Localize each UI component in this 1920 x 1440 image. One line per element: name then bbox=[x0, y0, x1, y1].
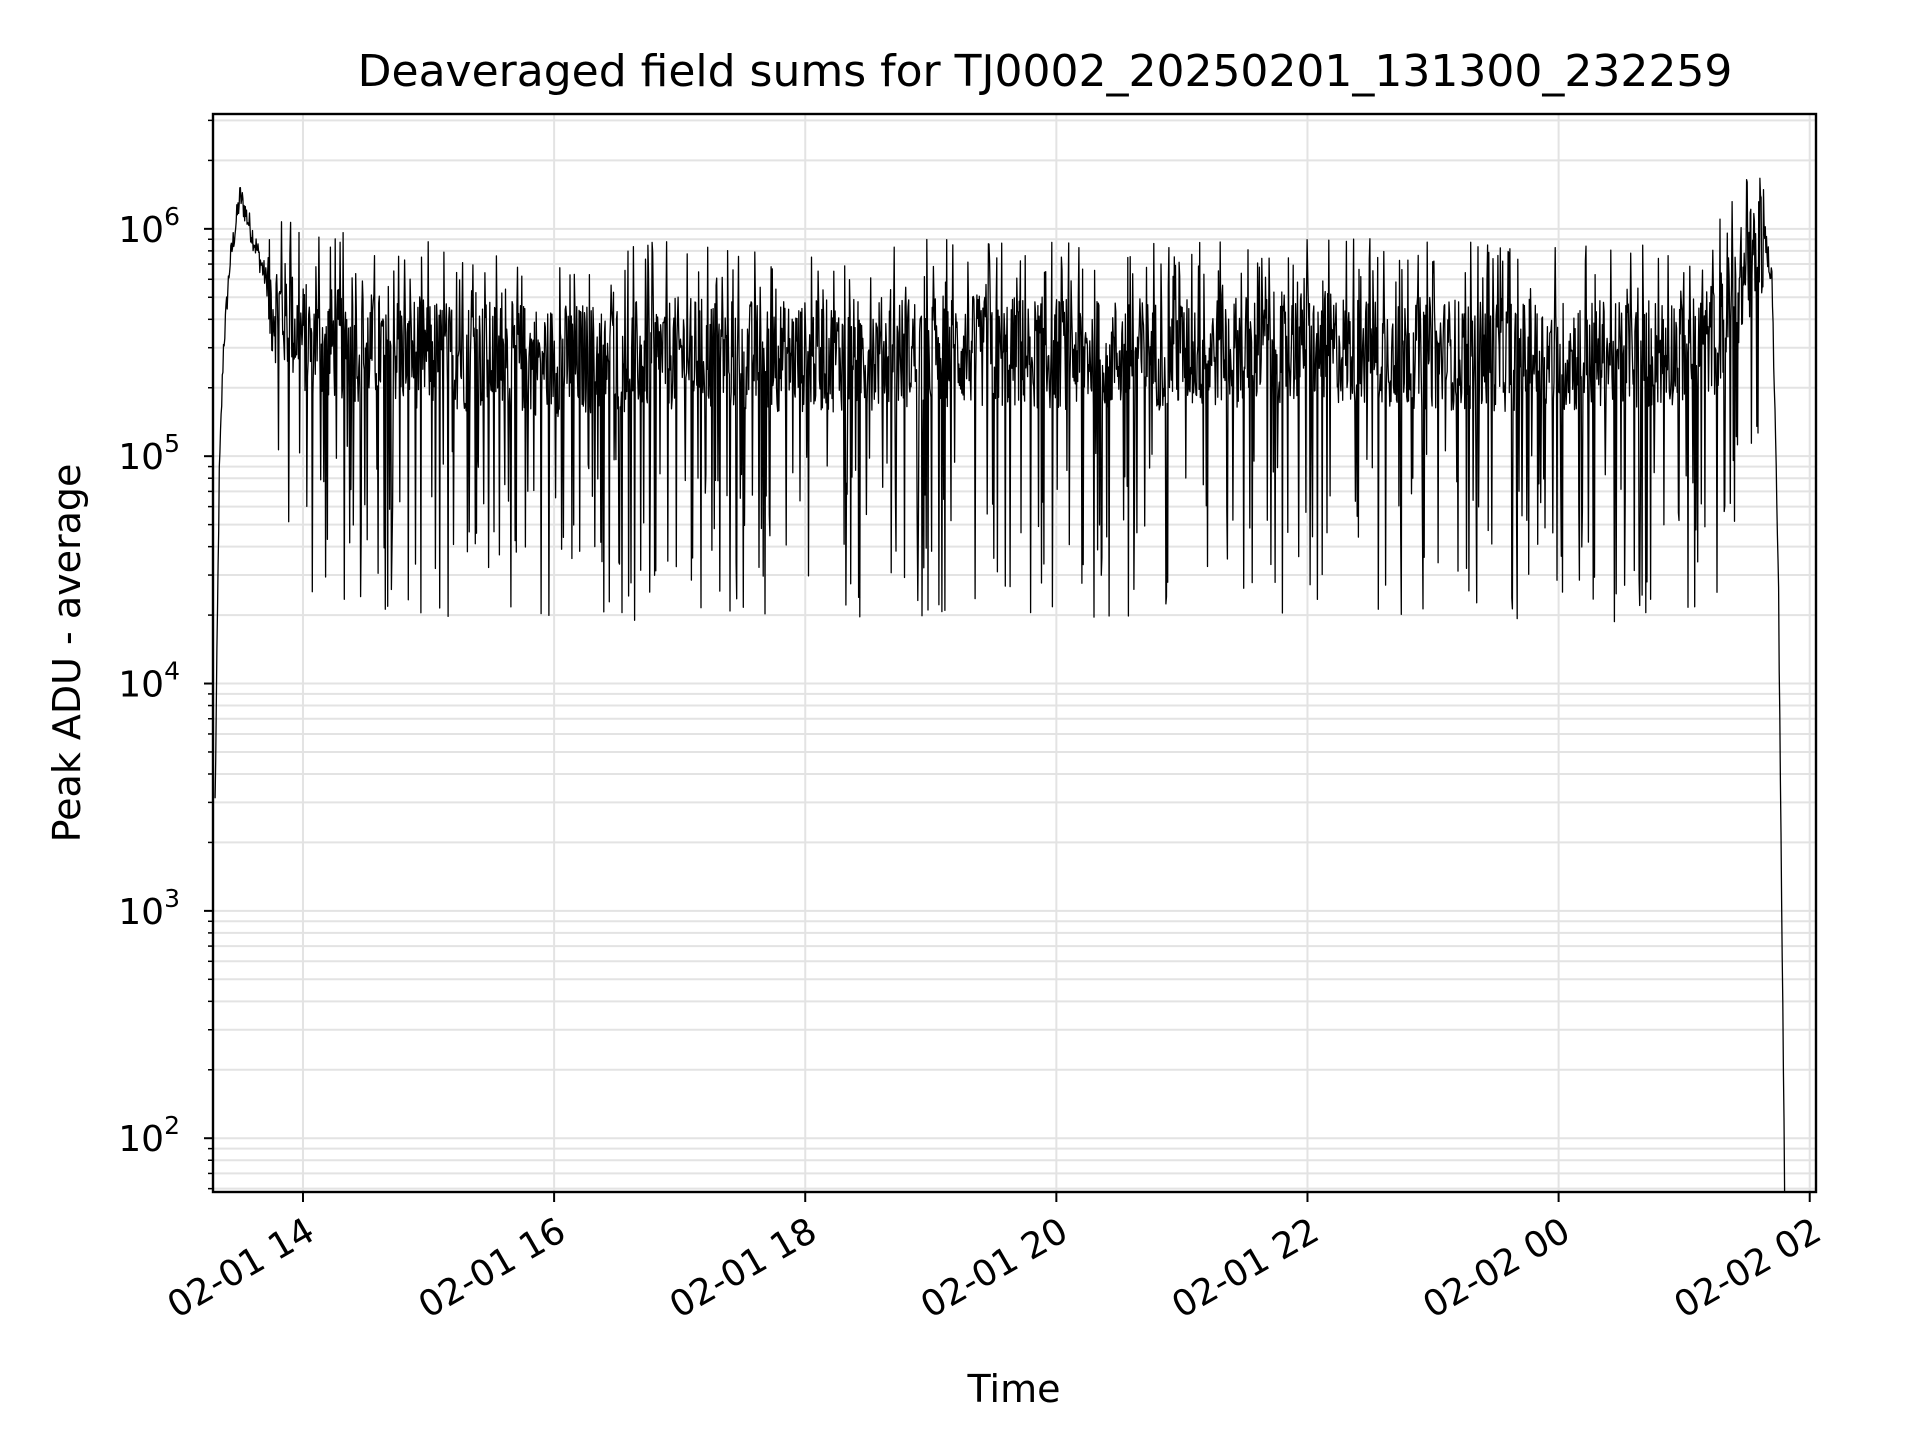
y-axis-label: Peak ADU - average bbox=[45, 464, 89, 843]
y-tick-label: 102 bbox=[118, 1111, 180, 1160]
y-axis: 102 103 104 105 106 bbox=[118, 119, 213, 1190]
plot-frame bbox=[211, 112, 1818, 1194]
y-tick-label: 103 bbox=[118, 884, 180, 933]
y-tick-label: 104 bbox=[118, 657, 180, 706]
chart-title: Deaveraged field sums for TJ0002_2025020… bbox=[358, 46, 1733, 97]
grid bbox=[213, 114, 1816, 1192]
y-tick-label: 105 bbox=[118, 429, 180, 478]
series bbox=[214, 177, 1786, 1193]
x-axis-label: Time bbox=[967, 1367, 1061, 1411]
series-line bbox=[214, 177, 1786, 1193]
y-tick-label: 106 bbox=[118, 202, 180, 251]
